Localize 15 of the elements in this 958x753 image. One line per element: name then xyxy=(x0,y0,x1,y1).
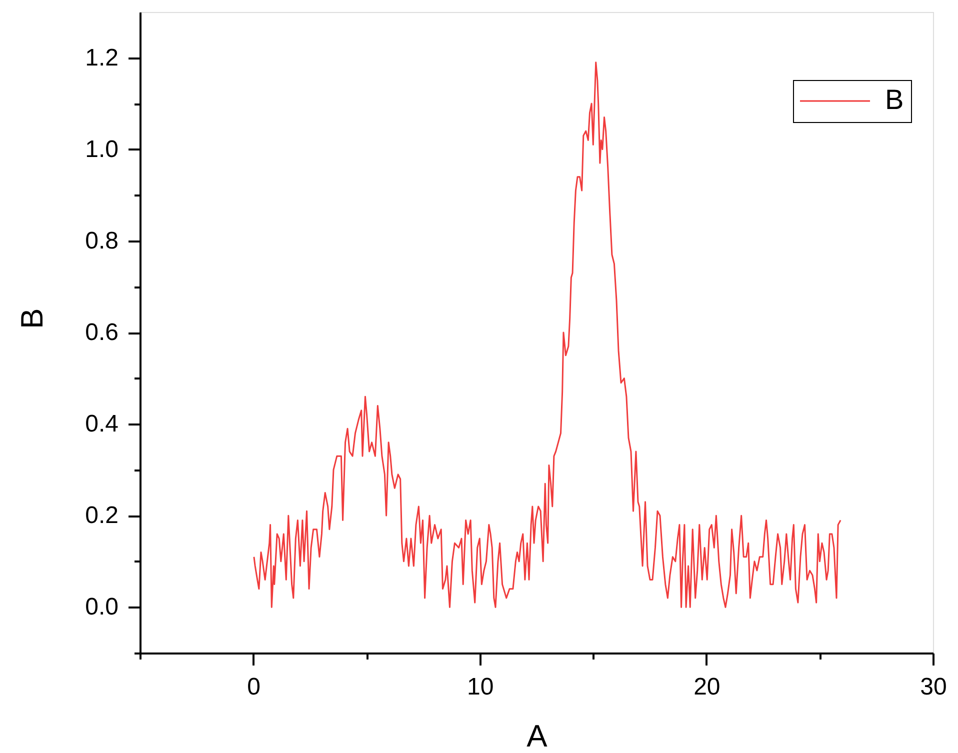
x-axis-title: A xyxy=(526,718,548,753)
x-tick-label: 30 xyxy=(920,674,947,700)
line-series xyxy=(253,62,842,608)
x-tick-label: 10 xyxy=(467,674,494,700)
legend-label: B xyxy=(885,84,904,115)
y-axis-title: B xyxy=(14,308,50,329)
y-tick-label: 0.0 xyxy=(85,594,118,621)
y-tick-label: 1.2 xyxy=(85,44,118,72)
x-tick-label: 20 xyxy=(694,674,720,700)
y-tick-label: 0.8 xyxy=(85,227,118,254)
y-tick-label: 0.6 xyxy=(85,319,118,346)
y-tick-label: 0.4 xyxy=(85,410,118,438)
y-tick-label: 1.0 xyxy=(85,136,118,163)
y-tick-label: 0.2 xyxy=(85,502,118,530)
x-tick-label: 0 xyxy=(247,674,260,700)
